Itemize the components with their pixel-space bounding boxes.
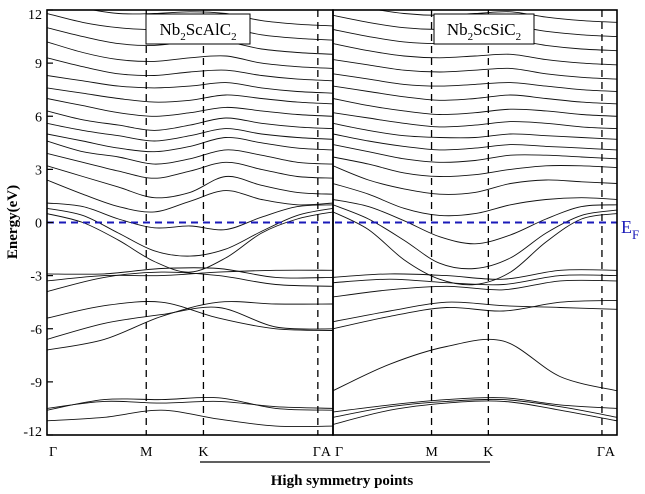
panel-right-name-mid: ScSiC [473, 20, 516, 39]
band-line-left-14 [47, 152, 333, 179]
band-line-left-10 [47, 207, 333, 257]
band-line-right-5 [333, 301, 617, 323]
band-line-right-22 [333, 59, 617, 80]
band-line-right-18 [333, 112, 617, 130]
panel-right-name-main: Nb [447, 20, 468, 39]
band-line-left-1 [47, 400, 333, 409]
band-line-right-8 [333, 269, 617, 280]
fermi-label-main: E [621, 217, 632, 237]
band-line-left-6 [47, 271, 333, 293]
band-line-right-13 [333, 165, 617, 195]
kpoint-label-right-1: M [425, 445, 438, 460]
panel-right-bands [333, 10, 617, 425]
y-axis: -12 -9 -6 -3 0 3 6 9 12 [23, 8, 53, 440]
y-tick-label-8: 12 [28, 8, 42, 23]
y-tick-label-2: -6 [30, 323, 42, 338]
kpoint-label-right-3: Γ [597, 445, 605, 460]
fermi-label-sub: F [632, 227, 639, 242]
y-tick-label-5: 3 [35, 163, 42, 178]
kpoint-label-left-4: A [321, 445, 332, 460]
band-line-left-17 [47, 122, 333, 142]
band-line-left-15 [47, 140, 333, 165]
band-line-right-11 [333, 199, 617, 245]
kpoint-dividers [145, 10, 603, 435]
x-axis-title: High symmetry points [271, 473, 414, 489]
band-line-right-0 [333, 400, 617, 425]
panel-left-label: Nb2ScAlC2 [145, 13, 251, 45]
y-tick-label-4: 0 [35, 217, 42, 232]
y-tick-label-3: -3 [30, 270, 42, 285]
band-line-right-6 [333, 279, 617, 298]
band-line-right-1 [333, 398, 617, 418]
panel-left-sub1: 2 [180, 31, 186, 43]
band-line-right-4 [333, 299, 617, 330]
y-tick-label-6: 6 [35, 110, 42, 125]
fermi-label: EF [621, 217, 639, 242]
panel-right-sub2: 2 [516, 31, 522, 43]
band-line-right-10 [333, 204, 617, 270]
band-line-left-0 [47, 396, 333, 411]
kpoint-label-left-1: M [140, 445, 153, 460]
band-line-left-16 [47, 133, 333, 153]
panel-right-label: Nb2ScSiC2 [433, 13, 535, 45]
kpoint-label-left-2: K [198, 445, 208, 460]
panel-left-name-main: Nb [159, 20, 180, 39]
band-line-left-21 [47, 75, 333, 94]
band-line-left-4 [47, 306, 333, 340]
panel-right-sub1: 2 [468, 31, 474, 43]
band-line-left-9 [47, 211, 333, 273]
y-tick-label-7: 9 [35, 57, 42, 72]
band-line-left-11 [47, 202, 333, 231]
panel-left-bands [47, 10, 333, 428]
band-line-right-23 [333, 43, 617, 66]
y-tick-label-0: -12 [23, 425, 42, 440]
band-line-right-16 [333, 133, 617, 151]
band-line-left-3 [47, 301, 333, 351]
band-line-right-14 [333, 156, 617, 178]
band-line-left-8 [47, 267, 333, 279]
band-line-left-20 [47, 87, 333, 105]
kpoint-label-left-0: Γ [49, 445, 57, 460]
y-tick-label-1: -9 [30, 376, 42, 391]
band-line-right-7 [333, 274, 617, 286]
band-line-left-2 [47, 409, 333, 428]
band-line-right-17 [333, 122, 617, 140]
band-line-right-15 [333, 144, 617, 163]
panel-left-name-mid: ScAlC [186, 20, 231, 39]
kpoint-label-right-0: Γ [335, 445, 343, 460]
band-line-right-19 [333, 98, 617, 117]
y-axis-title: Energy(eV) [5, 185, 21, 259]
band-line-left-5 [47, 301, 333, 331]
kpoint-label-right-2: K [483, 445, 493, 460]
kpoint-label-right-4: A [605, 445, 616, 460]
band-line-left-13 [47, 165, 333, 199]
band-line-right-21 [333, 73, 617, 92]
band-line-right-12 [333, 183, 617, 217]
band-line-left-23 [47, 41, 333, 69]
panel-right-frame [332, 9, 618, 436]
band-line-left-7 [47, 269, 333, 282]
band-line-right-2 [333, 397, 617, 413]
band-line-right-20 [333, 85, 617, 105]
kpoint-label-left-3: Γ [313, 445, 321, 460]
panel-left-sub2: 2 [231, 31, 237, 43]
band-line-left-22 [47, 57, 333, 82]
svg-text:Nb2ScSiC2: Nb2ScSiC2 [447, 20, 521, 43]
svg-text:Nb2ScAlC2: Nb2ScAlC2 [159, 20, 236, 43]
band-line-left-18 [47, 110, 333, 131]
band-line-left-19 [47, 98, 333, 117]
band-line-left-12 [47, 179, 333, 213]
band-line-right-9 [333, 211, 617, 286]
band-line-right-3 [333, 338, 617, 392]
